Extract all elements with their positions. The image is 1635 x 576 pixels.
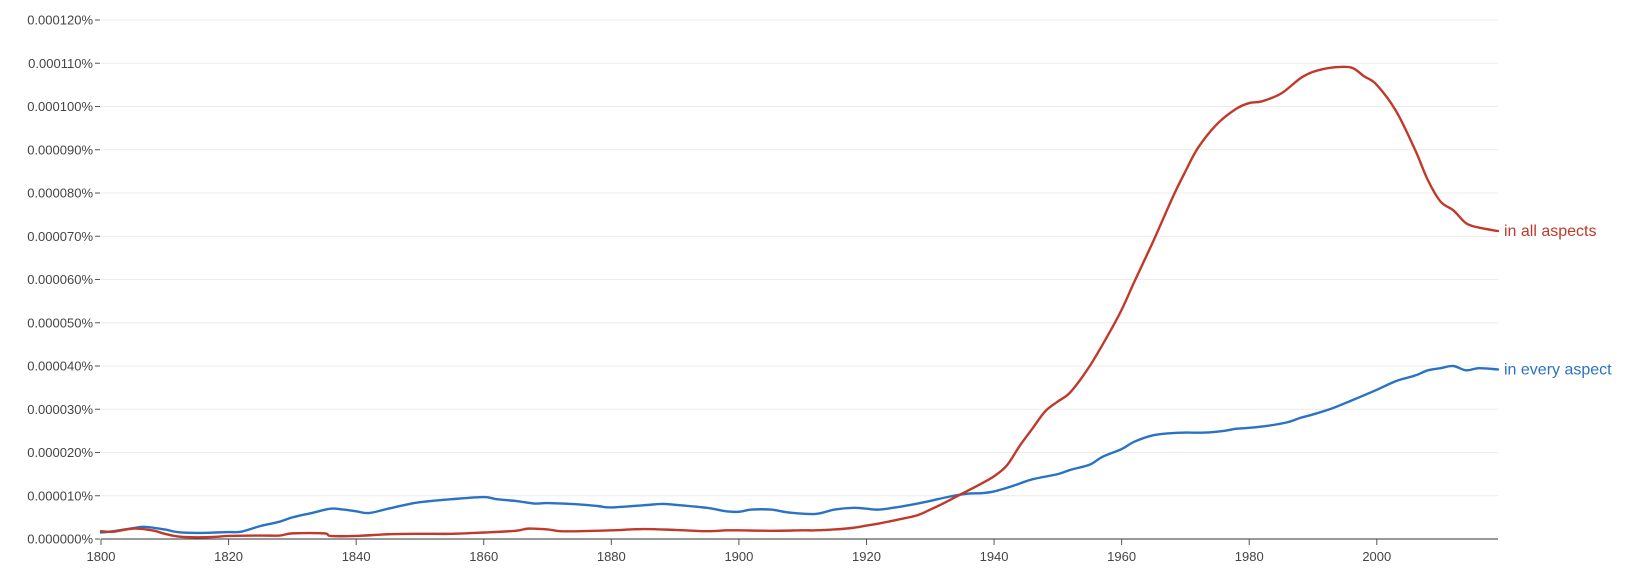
- x-tick-label: 1980: [1235, 549, 1264, 564]
- series-line-in-every-aspect[interactable]: [99, 364, 1500, 535]
- y-tick-label: 0.000010%: [27, 488, 93, 503]
- y-tick-label: 0.000120%: [27, 13, 93, 28]
- y-tick-label: 0.000000%: [27, 532, 93, 547]
- y-tick-label: 0.000030%: [27, 402, 93, 417]
- x-tick-label: 1860: [469, 549, 498, 564]
- x-tick-label: 1940: [980, 549, 1009, 564]
- grid-layer: [101, 19, 1498, 497]
- y-tick-label: 0.000020%: [27, 445, 93, 460]
- y-tick-label: 0.000080%: [27, 186, 93, 201]
- x-tick-label: 1960: [1107, 549, 1136, 564]
- y-tick-label: 0.000090%: [27, 142, 93, 157]
- series-layer: [99, 65, 1500, 539]
- series-line-in-all-aspects[interactable]: [99, 65, 1500, 539]
- axis-layer: 0.000000% 0.000010% 0.000020% 0.000030% 0.00…: [27, 13, 1498, 564]
- y-tick-label: 0.000060%: [27, 272, 93, 287]
- y-tick-label: 0.000040%: [27, 359, 93, 374]
- x-tick-label: 1880: [597, 549, 626, 564]
- x-tick-label: 1920: [852, 549, 881, 564]
- series-label-in-all-aspects[interactable]: in all aspects: [1504, 223, 1597, 240]
- x-tick-label: 1900: [724, 549, 753, 564]
- label-layer: in all aspects in every aspect: [1504, 223, 1612, 378]
- x-tick-label: 2000: [1362, 549, 1391, 564]
- series-label-in-every-aspect[interactable]: in every aspect: [1504, 361, 1612, 378]
- y-tick-label: 0.000100%: [27, 99, 93, 114]
- y-tick-label: 0.000050%: [27, 315, 93, 330]
- x-tick-label: 1840: [342, 549, 371, 564]
- y-tick-label: 0.000110%: [28, 56, 93, 71]
- x-tick-label: 1820: [214, 549, 243, 564]
- x-tick-label: 1800: [87, 549, 116, 564]
- y-tick-label: 0.000070%: [27, 229, 93, 244]
